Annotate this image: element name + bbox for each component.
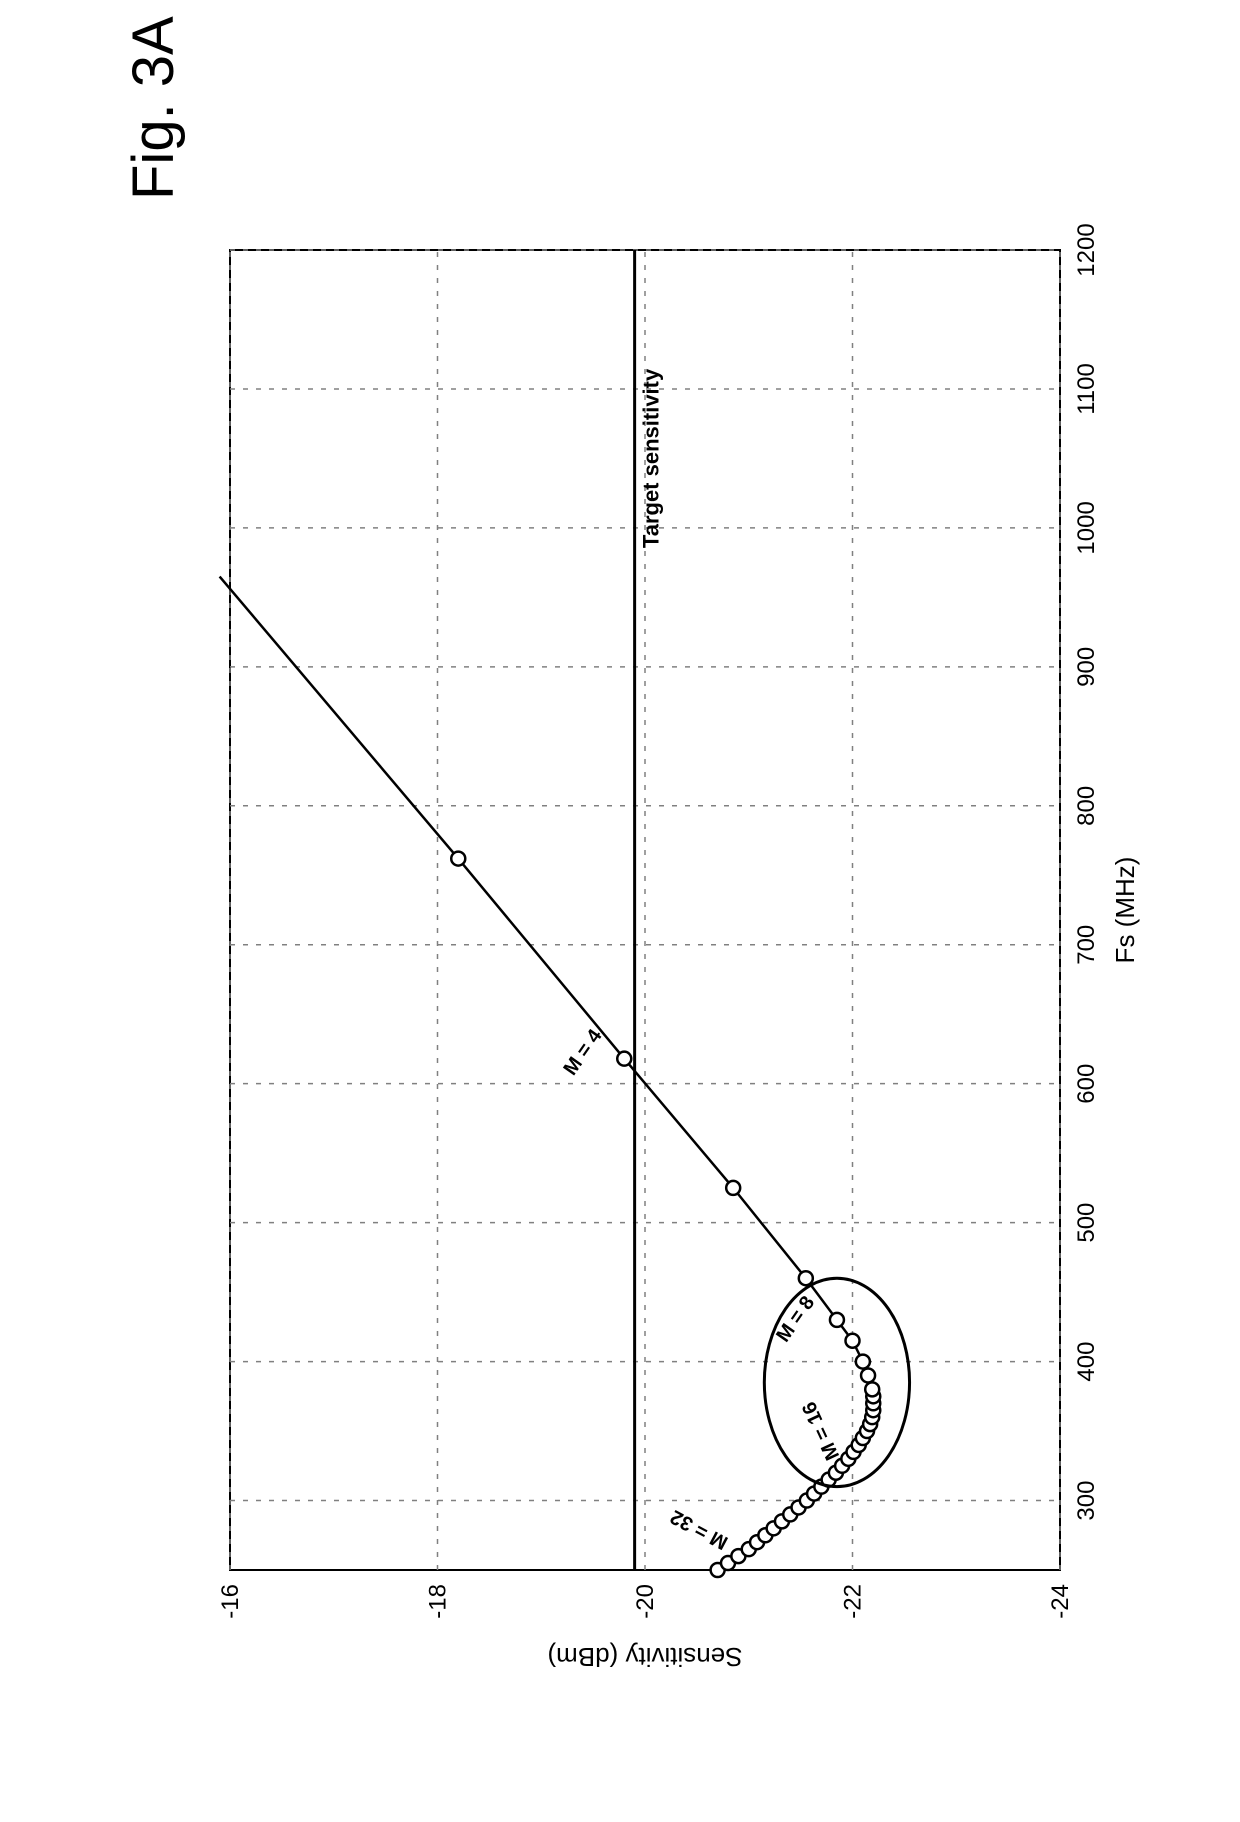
xtick-label: 500 <box>1073 1203 1100 1243</box>
xtick-label: 900 <box>1073 647 1100 687</box>
ytick-label: -20 <box>632 1584 659 1619</box>
xtick-label: 1200 <box>1073 223 1100 276</box>
series-marker <box>865 1382 879 1396</box>
target-sensitivity-label: Target sensitivity <box>639 368 664 548</box>
xtick-label: 1100 <box>1073 363 1100 415</box>
series-marker <box>846 1334 860 1348</box>
ytick-label: -18 <box>425 1584 452 1619</box>
ytick-label: -24 <box>1047 1584 1074 1619</box>
series-marker <box>617 1052 631 1066</box>
series-marker <box>726 1181 740 1195</box>
series-marker <box>799 1271 813 1285</box>
ytick-label: -16 <box>217 1584 244 1619</box>
page: Fig. 3A 300 400 500 600 700 800 900 1000 1100 120… <box>0 0 1240 1822</box>
series-marker <box>451 852 465 866</box>
xtick-label: 1000 <box>1073 501 1100 554</box>
xtick-label: 700 <box>1073 925 1100 965</box>
chart-bg <box>200 200 1200 1700</box>
series-marker <box>830 1313 844 1327</box>
series-marker <box>861 1368 875 1382</box>
xtick-label: 600 <box>1073 1064 1100 1104</box>
ytick-label: -22 <box>840 1584 867 1619</box>
y-axis-label: Sensitivity (dBm) <box>547 1642 742 1672</box>
chart-svg: 300 400 500 600 700 800 900 1000 1100 1200 -24 -22 -… <box>200 200 1200 1700</box>
figure-label: Fig. 3A <box>120 16 187 200</box>
xtick-label: 400 <box>1073 1342 1100 1382</box>
xtick-label: 300 <box>1073 1481 1100 1521</box>
series-marker <box>856 1355 870 1369</box>
x-axis-label: Fs (MHz) <box>1110 857 1140 964</box>
xtick-label: 800 <box>1073 786 1100 826</box>
sensitivity-chart: 300 400 500 600 700 800 900 1000 1100 1200 -24 -22 -… <box>200 200 1200 1700</box>
